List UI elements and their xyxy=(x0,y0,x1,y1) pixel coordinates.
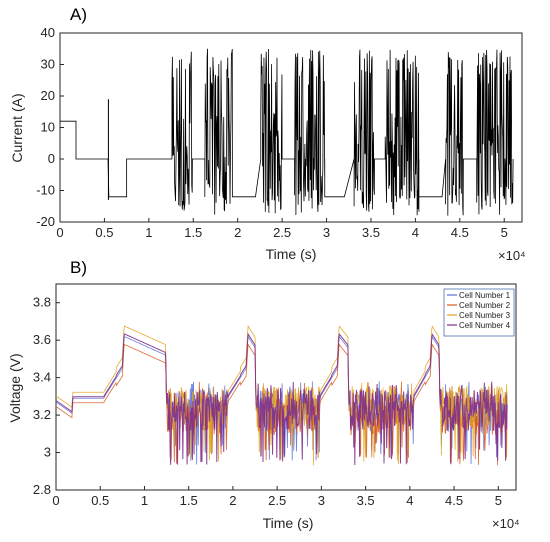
chart-a-x-axis: 0 0.5 1 1.5 2 2.5 3 3.5 4 4.5 5 xyxy=(56,218,508,240)
x-tick-label: 4.5 xyxy=(451,225,469,240)
x-tick-label: 4 xyxy=(412,225,419,240)
x-tick-label: 5 xyxy=(495,493,502,508)
y-tick-label: 3 xyxy=(44,445,51,460)
chart-b-x-axis: 0 0.5 1 1.5 2 2.5 3 3.5 4 4.5 5 xyxy=(52,486,502,508)
x-tick-label: 2.5 xyxy=(268,493,286,508)
x-tick-label: 5 xyxy=(501,225,508,240)
x-tick-label: 1 xyxy=(145,225,152,240)
x-tick-label: 4.5 xyxy=(445,493,463,508)
y-tick-label: 20 xyxy=(41,88,55,103)
chart-a-plot-area xyxy=(59,32,523,223)
x-tick-label: 3 xyxy=(318,493,325,508)
x-tick-label: 2 xyxy=(229,493,236,508)
chart-b-x-label: Time (s) xyxy=(263,515,314,531)
x-tick-label: 0.5 xyxy=(95,225,113,240)
chart-a: A) 0 0.5 1 1.5 2 2.5 3 3.5 4 4.5 5 -20 -10 0 10 20 30 40… xyxy=(9,5,526,263)
panel-b-label: B) xyxy=(70,258,87,277)
chart-a-series xyxy=(60,48,514,216)
x-tick-label: 1 xyxy=(141,493,148,508)
x-tick-label: 3.5 xyxy=(357,493,375,508)
chart-b-x-exponent: ×10⁴ xyxy=(492,516,520,531)
x-tick-label: 4 xyxy=(406,493,413,508)
voltage-series-line xyxy=(55,332,508,466)
x-tick-label: 3 xyxy=(323,225,330,240)
chart-a-y-axis: -20 -10 0 10 20 30 40 xyxy=(36,25,64,229)
legend-entry: Cell Number 4 xyxy=(459,321,511,330)
legend-entry: Cell Number 3 xyxy=(459,311,511,320)
legend-entry: Cell Number 2 xyxy=(459,301,511,310)
y-tick-label: 10 xyxy=(41,120,55,135)
x-tick-label: 1.5 xyxy=(184,225,202,240)
chart-b-series xyxy=(55,325,508,466)
legend-box xyxy=(443,288,515,337)
y-tick-label: 40 xyxy=(41,25,55,40)
y-tick-label: 3.6 xyxy=(33,332,51,347)
x-tick-label: 0.5 xyxy=(91,493,109,508)
x-tick-label: 0 xyxy=(56,225,63,240)
chart-a-y-label: Current (A) xyxy=(9,93,25,162)
y-tick-label: 3.4 xyxy=(33,370,51,385)
x-tick-label: 0 xyxy=(52,493,59,508)
x-tick-label: 1.5 xyxy=(180,493,198,508)
y-tick-label: 3.2 xyxy=(33,407,51,422)
legend-entry: Cell Number 1 xyxy=(459,291,511,300)
y-tick-label: -10 xyxy=(36,183,55,198)
y-tick-label: 3.8 xyxy=(33,295,51,310)
y-tick-label: 0 xyxy=(48,151,55,166)
x-tick-label: 2 xyxy=(234,225,241,240)
y-tick-label: 30 xyxy=(41,57,55,72)
chart-a-x-exponent: ×10⁴ xyxy=(498,248,526,263)
chart-b-y-label: Voltage (V) xyxy=(7,353,23,422)
current-series-line xyxy=(60,48,514,216)
y-tick-label: 2.8 xyxy=(33,482,51,497)
chart-b-y-axis: 2.8 3 3.2 3.4 3.6 3.8 xyxy=(33,295,60,497)
chart-a-x-label: Time (s) xyxy=(266,246,317,262)
voltage-series-line xyxy=(55,325,508,466)
panel-a-label: A) xyxy=(70,5,87,24)
x-tick-label: 2.5 xyxy=(273,225,291,240)
y-tick-label: -20 xyxy=(36,214,55,229)
x-tick-label: 3.5 xyxy=(362,225,380,240)
chart-b: B) 0 0.5 1 1.5 2 2.5 3 3.5 4 4.5 5 2.8 3 3.2 3.4 3.6 3.… xyxy=(7,258,520,531)
